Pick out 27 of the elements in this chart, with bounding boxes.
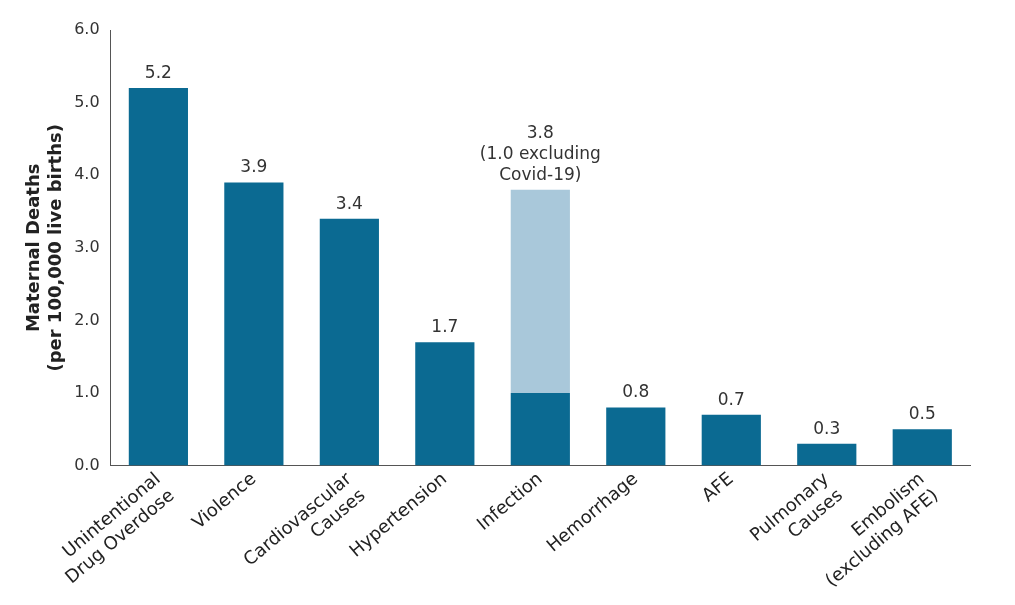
- y-tick-label: 3.0: [74, 236, 100, 256]
- bar: [606, 407, 666, 466]
- total-label: 3.4: [335, 192, 363, 213]
- y-tick-label: 1.0: [74, 382, 100, 402]
- total-label: 0.8: [622, 381, 650, 402]
- y-tick-label: 0.0: [74, 454, 100, 474]
- bar: [892, 429, 952, 466]
- y-tick-label: 5.0: [74, 91, 100, 111]
- y-tick-label: 6.0: [74, 19, 100, 39]
- bar: [224, 182, 284, 466]
- total-label: 3.9: [240, 156, 268, 177]
- bar: [510, 189, 570, 394]
- y-tick-label: 4.0: [74, 164, 100, 184]
- total-label: 1.7: [431, 316, 459, 337]
- total-label: 5.2: [144, 62, 172, 82]
- total-label: 0.7: [717, 388, 745, 409]
- bar: [701, 414, 761, 466]
- total-label: 0.3: [813, 417, 841, 438]
- bar: [128, 88, 188, 466]
- y-tick-label: 2.0: [74, 309, 100, 329]
- bar: [510, 393, 570, 466]
- y-axis-title: Maternal Deaths (per 100,000 live births): [22, 124, 66, 372]
- total-label: 3.8 (1.0 excluding Covid-19): [479, 121, 601, 184]
- bar: [797, 443, 857, 466]
- bar: [415, 342, 475, 466]
- bar: [319, 218, 379, 466]
- total-label: 0.5: [908, 403, 936, 424]
